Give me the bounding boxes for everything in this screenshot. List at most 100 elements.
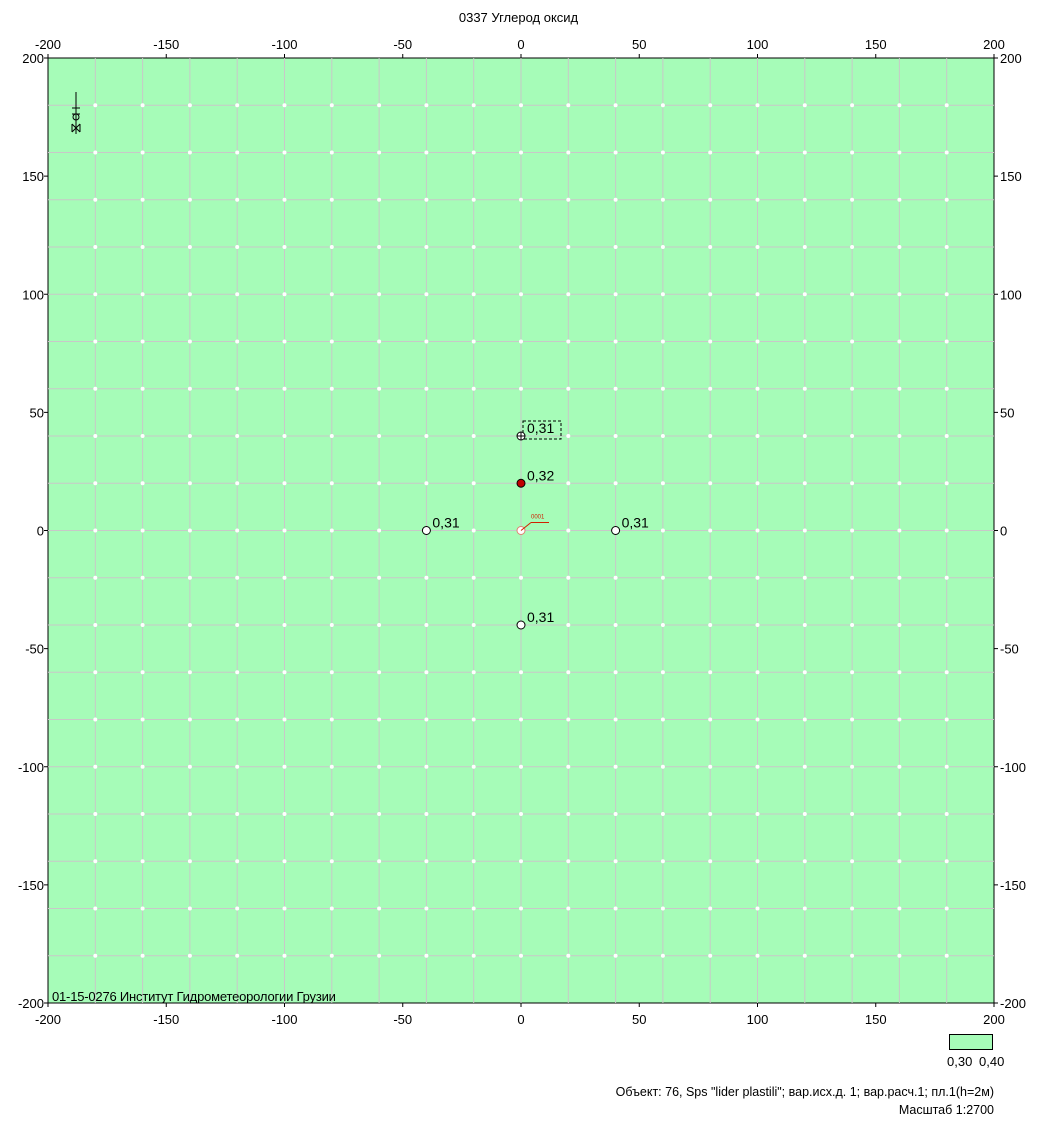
- grid-node: [471, 717, 476, 722]
- grid-node: [377, 953, 382, 958]
- source-label: 0001: [531, 515, 545, 521]
- grid-node: [613, 575, 618, 580]
- grid-node: [329, 481, 334, 486]
- grid-node: [944, 764, 949, 769]
- grid-node: [471, 103, 476, 108]
- grid-node: [329, 953, 334, 958]
- grid-node: [93, 906, 98, 911]
- grid-node: [660, 717, 665, 722]
- grid-node: [140, 434, 145, 438]
- grid-node: [755, 623, 760, 627]
- grid-node: [802, 906, 807, 911]
- grid-node: [235, 906, 240, 911]
- grid-node: [235, 953, 240, 958]
- grid-node: [755, 339, 760, 344]
- x-tick-label-bottom: -50: [393, 1012, 412, 1027]
- grid-node: [377, 575, 382, 580]
- x-tick-label-top: 150: [865, 37, 887, 52]
- y-tick-label-left: 0: [37, 524, 44, 539]
- grid-node: [613, 339, 618, 344]
- grid-node: [944, 859, 949, 864]
- grid-node: [140, 670, 145, 675]
- grid-node: [377, 150, 382, 155]
- grid-node: [566, 906, 571, 911]
- grid-node: [187, 906, 192, 911]
- grid-node: [566, 623, 571, 627]
- grid-node: [660, 481, 665, 486]
- grid-node: [708, 245, 713, 249]
- y-tick-label-left: 150: [22, 169, 44, 184]
- grid-node: [282, 906, 287, 911]
- grid-node: [471, 953, 476, 958]
- grid-node: [755, 292, 760, 297]
- y-tick-label-right: -100: [1000, 760, 1026, 775]
- grid-node: [187, 670, 192, 675]
- grid-node: [424, 623, 429, 627]
- grid-node: [708, 481, 713, 486]
- grid-node: [140, 103, 145, 108]
- x-tick-label-top: 100: [747, 37, 769, 52]
- grid-node: [519, 953, 523, 958]
- grid-node: [708, 197, 713, 202]
- source-pointer: [520, 522, 532, 531]
- grid-node: [897, 103, 902, 108]
- grid-node: [471, 764, 476, 769]
- grid-node: [424, 670, 429, 675]
- grid-node: [187, 764, 192, 769]
- x-tick-label-top: -150: [153, 37, 179, 52]
- grid-node: [377, 906, 382, 911]
- x-tick-label-bottom: 150: [865, 1012, 887, 1027]
- grid-node: [850, 481, 855, 486]
- grid-node: [897, 623, 902, 627]
- grid-node: [566, 670, 571, 675]
- grid-node: [802, 717, 807, 722]
- axis-tick-labels: -200-200-150-150-100-100-50-500050501001…: [18, 37, 1026, 1027]
- grid-node: [944, 197, 949, 202]
- grid-node: [708, 528, 713, 533]
- grid-node: [802, 434, 807, 438]
- grid-node: [755, 859, 760, 864]
- grid-node: [897, 386, 902, 391]
- grid-node: [187, 623, 192, 627]
- grid-node: [755, 197, 760, 202]
- grid-node: [897, 575, 902, 580]
- grid-node: [897, 906, 902, 911]
- grid-node: [613, 150, 618, 155]
- x-tick-label-top: -100: [271, 37, 297, 52]
- grid-node: [471, 670, 476, 675]
- grid-node: [802, 103, 807, 108]
- grid-node: [850, 717, 855, 722]
- grid-node: [140, 764, 145, 769]
- grid-node: [613, 103, 618, 108]
- grid-node: [519, 717, 523, 722]
- grid-node: [329, 292, 334, 297]
- grid-node: [377, 670, 382, 675]
- grid-node: [329, 386, 334, 391]
- grid-node: [187, 386, 192, 391]
- grid-node: [329, 150, 334, 155]
- grid-node: [708, 339, 713, 344]
- grid-node: [424, 197, 429, 202]
- grid-node: [187, 434, 192, 438]
- grid-node: [802, 481, 807, 486]
- y-tick-label-left: -200: [18, 996, 44, 1011]
- grid-node: [660, 575, 665, 580]
- y-tick-label-right: 50: [1000, 405, 1014, 420]
- grid-node: [897, 717, 902, 722]
- grid-node: [708, 812, 713, 816]
- grid-node: [660, 103, 665, 108]
- grid-node: [519, 245, 523, 249]
- grid-node: [802, 339, 807, 344]
- grid-node: [850, 906, 855, 911]
- receptor-point: [421, 526, 431, 535]
- grid-node: [566, 150, 571, 155]
- x-tick-label-bottom: -200: [35, 1012, 61, 1027]
- x-tick-label-top: -50: [393, 37, 412, 52]
- grid-node: [519, 906, 523, 911]
- grid-node: [897, 197, 902, 202]
- grid-node: [93, 528, 98, 533]
- map-title: 0337 Углерод оксид: [458, 10, 579, 25]
- grid-node: [755, 670, 760, 675]
- grid-node: [282, 623, 287, 627]
